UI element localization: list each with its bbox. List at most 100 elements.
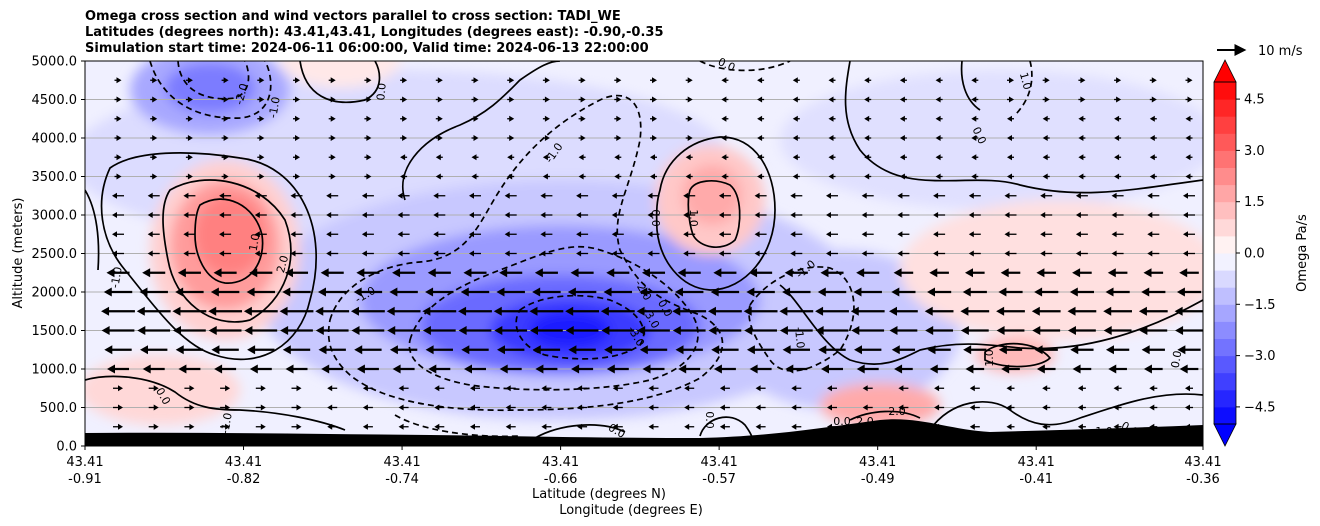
wind-vector-arrow — [685, 135, 693, 141]
x-tick-label-lon: -0.91 — [68, 472, 102, 487]
wind-vector-arrow — [463, 268, 487, 278]
wind-vector-arrow — [422, 306, 457, 316]
wind-vector-arrow — [963, 345, 987, 355]
wind-vector-arrow — [647, 192, 660, 199]
wind-vector-arrow — [650, 115, 657, 122]
wind-vector-arrow — [428, 364, 451, 374]
wind-vector-arrow — [208, 306, 243, 316]
wind-vector-arrow — [328, 115, 336, 122]
x-tick-label-lon: -0.74 — [385, 472, 419, 487]
contour-zero-far-left — [85, 189, 100, 271]
wind-vector-arrow — [684, 404, 695, 411]
quiver-key-label: 10 m/s — [1258, 44, 1303, 59]
wind-vector-arrow — [1179, 364, 1199, 374]
wind-vector-arrow — [542, 77, 550, 84]
wind-vector-arrow — [247, 345, 275, 355]
wind-vector-arrow — [612, 404, 623, 411]
y-tick-label: 0.0 — [56, 440, 77, 455]
plot-area — [85, 61, 1203, 446]
wind-vector-arrow — [328, 173, 336, 180]
wind-vector-arrow — [398, 385, 409, 392]
wind-vector-arrow — [611, 192, 624, 199]
wind-vector-arrow — [1149, 173, 1157, 180]
wind-vector-arrow — [1042, 154, 1050, 161]
wind-vector-arrow — [464, 364, 486, 374]
wind-vector-arrow — [361, 192, 374, 199]
wind-vector-arrow — [711, 345, 739, 355]
wind-vector-arrow — [565, 326, 599, 335]
wind-vector-arrow — [1036, 364, 1056, 374]
wind-vector-arrow — [534, 268, 558, 278]
wind-vector-arrow — [899, 115, 907, 122]
wind-vector-arrow — [435, 173, 443, 180]
wind-vector-arrow — [721, 154, 729, 161]
wind-vector-arrow — [425, 345, 453, 355]
wind-vector-arrow — [996, 306, 1025, 316]
wind-vector-arrow — [244, 326, 278, 335]
wind-vector-arrow — [221, 115, 229, 122]
wind-vector-arrow — [606, 268, 630, 278]
contour-label: -1.0 — [792, 326, 807, 349]
wind-vector-arrow — [1149, 135, 1157, 141]
wind-vector-arrow — [1114, 77, 1122, 84]
wind-vector-arrow — [470, 385, 480, 392]
y-tick-label: 2500.0 — [32, 247, 78, 262]
wind-vector-arrow — [469, 212, 481, 218]
wind-vector-arrow — [435, 96, 443, 103]
wind-vector-arrow — [177, 268, 201, 278]
wind-vector-arrow — [291, 404, 302, 411]
wind-vector-arrow — [211, 345, 239, 355]
wind-vector-arrow — [175, 287, 204, 297]
wind-vector-arrow — [1072, 268, 1092, 278]
y-tick-label: 4500.0 — [32, 93, 78, 108]
wind-vector-arrow — [469, 250, 481, 257]
wind-vector-arrow — [611, 231, 624, 238]
wind-vector-arrow — [504, 231, 517, 238]
wind-vector-arrow — [1149, 385, 1158, 392]
contour-label: 0.0 — [703, 411, 716, 429]
wind-vector-arrow — [1007, 96, 1014, 103]
wind-vector-arrow — [710, 287, 740, 297]
wind-vector-arrow — [389, 287, 418, 297]
wind-vector-arrow — [792, 115, 800, 122]
wind-vector-arrow — [255, 385, 266, 392]
colorbar-band — [1214, 201, 1236, 220]
wind-vector-arrow — [400, 96, 408, 103]
wind-vector-arrow — [1078, 173, 1086, 180]
wind-vector-arrow — [672, 306, 707, 316]
wind-vector-arrow — [1031, 306, 1061, 316]
wind-vector-arrow — [185, 77, 193, 84]
y-axis: 0.0 500.0 1000.0 1500.0 2000.0 2500.0 3000.0 35… — [32, 55, 85, 455]
wind-vector-arrow — [757, 173, 765, 180]
wind-vector-arrow — [685, 154, 693, 161]
wind-vector-arrow — [647, 250, 660, 257]
wind-vector-arrow — [754, 192, 767, 199]
wind-vector-arrow — [220, 404, 231, 411]
wind-vector-arrow — [1114, 135, 1122, 141]
wind-vector-arrow — [471, 96, 479, 103]
wind-vector-arrow — [172, 306, 207, 316]
wind-vector-arrow — [1042, 423, 1051, 430]
wind-vector-arrow — [965, 364, 985, 374]
wind-vector-arrow — [862, 385, 873, 392]
y-tick-label: 3500.0 — [32, 170, 78, 185]
wind-vector-arrow — [280, 326, 313, 335]
wind-vector-arrow — [173, 326, 206, 335]
wind-vector-arrow — [743, 306, 778, 316]
wind-vector-arrow — [1006, 423, 1015, 430]
contour-one-left-cell — [162, 179, 292, 323]
wind-vector-arrow — [637, 326, 670, 335]
wind-vector-arrow — [147, 212, 160, 218]
colorbar-band — [1214, 389, 1236, 408]
wind-vector-arrow — [1177, 345, 1201, 355]
wind-vector-arrow — [606, 364, 629, 374]
wind-vector-arrow — [471, 154, 479, 161]
wind-vector-arrow — [147, 250, 160, 257]
wind-vector-arrow — [542, 173, 550, 180]
wind-vector-arrow — [397, 250, 410, 257]
wind-vector-arrow — [790, 250, 803, 257]
wind-vector-arrow — [815, 326, 849, 335]
wind-vector-arrow — [114, 154, 122, 161]
wind-vector-arrow — [1042, 115, 1050, 122]
